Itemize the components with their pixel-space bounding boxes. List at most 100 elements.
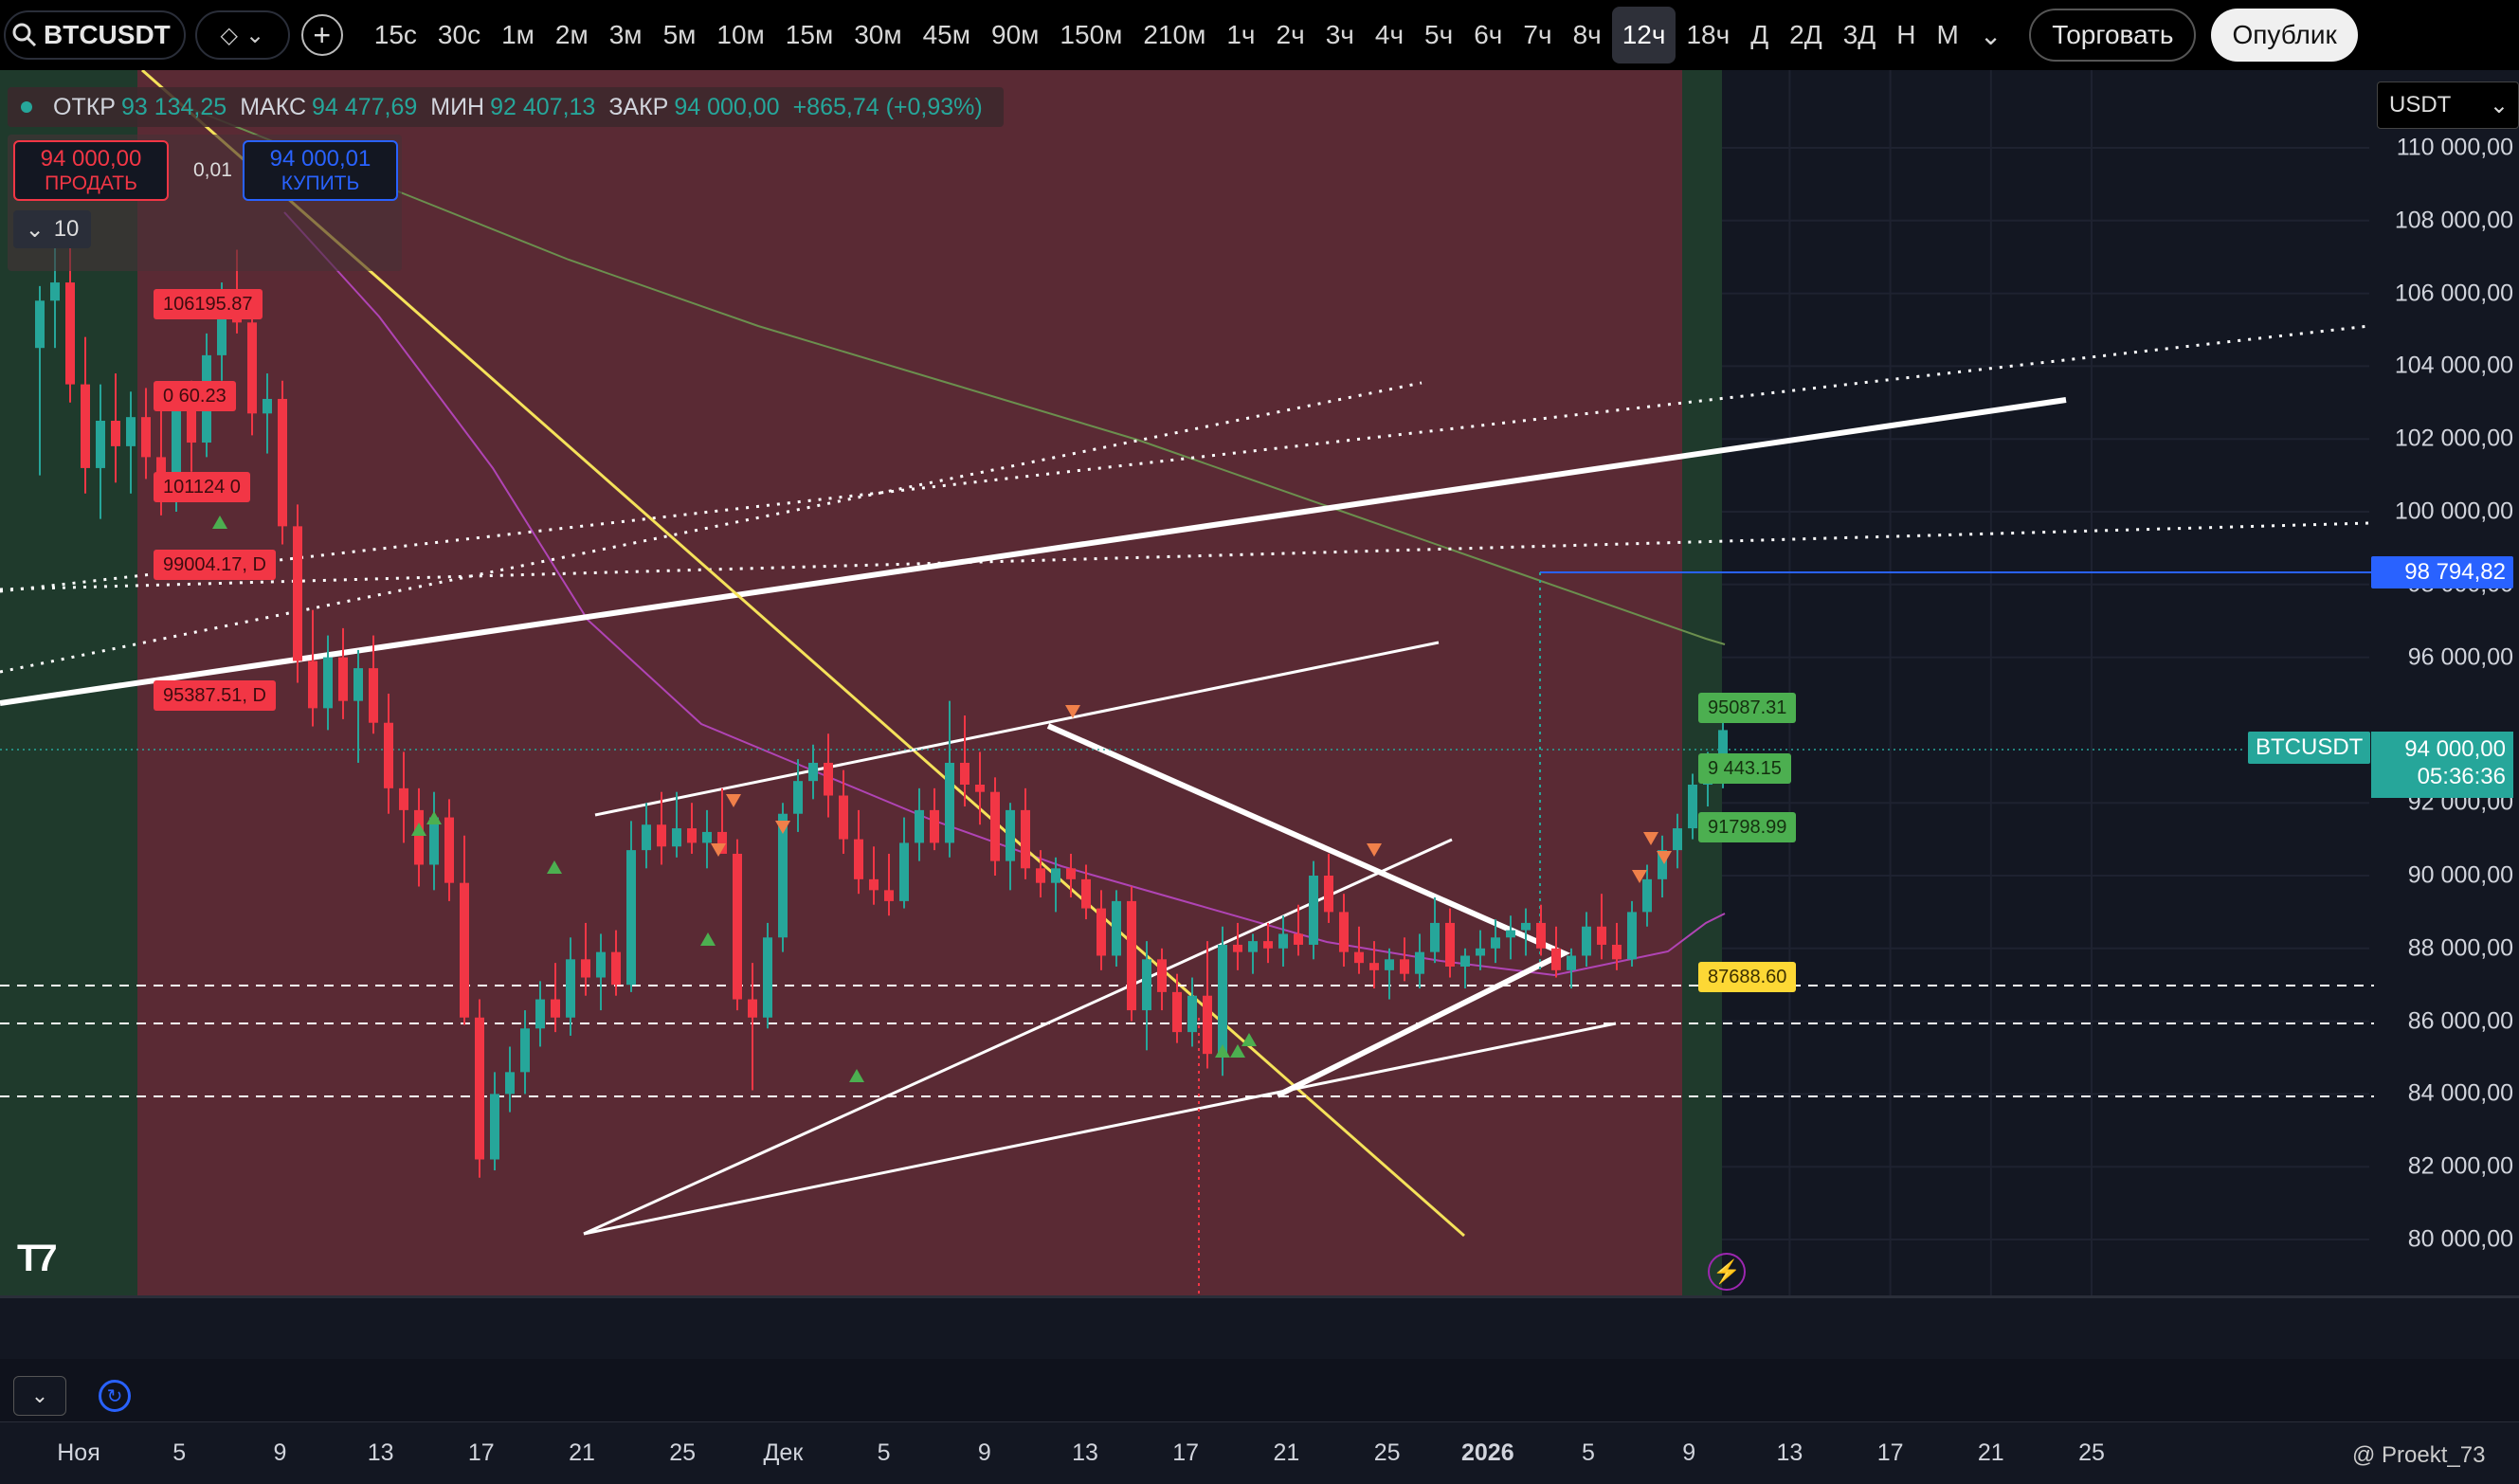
diamond-icon: ◇ [220, 22, 238, 48]
interval-18ч[interactable]: 18ч [1686, 20, 1731, 49]
replay-icon[interactable]: ↻ [99, 1380, 131, 1412]
candle-body [566, 959, 575, 1018]
interval-1ч[interactable]: 1ч [1226, 20, 1256, 49]
level-label-yellow[interactable]: 87688.60 [1698, 962, 1797, 992]
level-label-red[interactable]: 101124 0 [154, 472, 250, 502]
candle-body [1536, 922, 1546, 949]
candle-body [1430, 922, 1440, 952]
interval-90м[interactable]: 90м [991, 20, 1040, 49]
candle-body [1036, 868, 1045, 883]
interval-2м[interactable]: 2м [554, 20, 589, 49]
high-value: 94 477,69 [312, 93, 418, 120]
level-label-red[interactable]: 106195.87 [154, 289, 263, 319]
candle-body [1127, 900, 1136, 1011]
candle-body [308, 661, 317, 709]
trade-button[interactable]: Торговать [2029, 9, 2197, 62]
interval-3ч[interactable]: 3ч [1325, 20, 1354, 49]
interval-5м[interactable]: 5м [662, 20, 697, 49]
candle-body [429, 817, 439, 865]
candle-body [975, 785, 985, 792]
price-tick: 108 000,00 [2394, 207, 2513, 234]
sell-button[interactable]: 94 000,00 ПРОДАТЬ [13, 140, 169, 201]
candle-body [535, 999, 545, 1029]
interval-5ч[interactable]: 5ч [1424, 20, 1454, 49]
collapse-panel-button[interactable]: ⌄ [13, 1376, 66, 1416]
candle-body [475, 1017, 484, 1160]
interval-10м[interactable]: 10м [716, 20, 765, 49]
signal-buy-marker [849, 1069, 864, 1082]
candle-body [642, 824, 651, 851]
level-label-red[interactable]: 0 60.23 [154, 381, 236, 411]
candle-body [1172, 991, 1182, 1033]
candle-body [1021, 809, 1030, 869]
time-tick: 2026 [1460, 1439, 1514, 1466]
buy-button[interactable]: 94 000,01 КУПИТЬ [243, 140, 398, 201]
currency-select[interactable]: USDT ⌄ [2377, 81, 2519, 129]
candle-body [1385, 959, 1394, 970]
price-tick: 100 000,00 [2394, 498, 2513, 525]
candle-body [1354, 951, 1364, 964]
candle-body [1642, 878, 1652, 913]
symbol-search[interactable]: BTCUSDT [4, 10, 186, 60]
search-icon [12, 23, 37, 47]
interval-Д[interactable]: Д [1750, 20, 1769, 49]
price-tick: 104 000,00 [2394, 352, 2513, 379]
alert-price-tag[interactable]: 98 794,82 [2371, 556, 2513, 588]
interval-30с[interactable]: 30с [437, 20, 481, 49]
interval-dropdown-icon[interactable]: ⌄ [1979, 20, 2003, 50]
candle-body [808, 762, 818, 782]
candle-body [1096, 908, 1106, 956]
candle-body [1718, 730, 1728, 763]
interval-3Д[interactable]: 3Д [1842, 20, 1876, 49]
interval-2Д[interactable]: 2Д [1789, 20, 1822, 49]
open-label: ОТКР [53, 93, 116, 120]
level-label-green[interactable]: 91798.99 [1698, 812, 1797, 842]
level-label-red[interactable]: 99004.17, D [154, 550, 276, 580]
candle-body [217, 304, 227, 355]
interval-4ч[interactable]: 4ч [1374, 20, 1404, 49]
low-label: МИН [430, 93, 485, 120]
interval-30м[interactable]: 30м [854, 20, 902, 49]
interval-15с[interactable]: 15с [373, 20, 417, 49]
level-label-red[interactable]: 95387.51, D [154, 680, 276, 711]
interval-15м[interactable]: 15м [785, 20, 834, 49]
level-label-green[interactable]: 9 443.15 [1698, 753, 1791, 784]
candle-countdown: 05:36:36 [2417, 764, 2506, 789]
candle-body [884, 890, 894, 901]
candle-body [657, 824, 666, 847]
price-tick: 82 000,00 [2407, 1152, 2513, 1180]
time-axis[interactable]: Ноя 5 9 13 17 21 25 Дек 5 9 13 17 21 25 2026 5 9 13 17 21 25 [0, 1421, 2519, 1484]
lightning-icon[interactable]: ⚡ [1708, 1253, 1746, 1291]
interval-210м[interactable]: 210м [1143, 20, 1206, 49]
plus-icon: + [313, 17, 332, 52]
level-label-green[interactable]: 95087.31 [1698, 693, 1797, 723]
interval-150м[interactable]: 150м [1060, 20, 1123, 49]
time-tick: 9 [273, 1439, 287, 1466]
candle-body [1445, 922, 1455, 967]
candle-body [1203, 995, 1212, 1055]
price-chart[interactable] [0, 70, 2519, 1296]
signal-sell-marker [726, 794, 741, 807]
interval-Н[interactable]: Н [1896, 20, 1916, 49]
add-symbol-button[interactable]: + [300, 14, 343, 56]
chart-pane[interactable]: ОТКР 93 134,25 МАКС 94 477,69 МИН 92 407… [0, 70, 2519, 1296]
indicators-button[interactable]: ◇ ⌄ [194, 10, 290, 60]
interval-3м[interactable]: 3м [608, 20, 643, 49]
interval-1м[interactable]: 1м [501, 20, 535, 49]
interval-2ч[interactable]: 2ч [1276, 20, 1305, 49]
interval-12ч[interactable]: 12ч [1611, 7, 1676, 63]
symbol-tag: BTCUSDT [2248, 732, 2371, 764]
quantity-selector[interactable]: ⌄ 10 [13, 210, 91, 248]
interval-6ч[interactable]: 6ч [1474, 20, 1503, 49]
interval-7ч[interactable]: 7ч [1523, 20, 1552, 49]
candle-body [96, 421, 105, 468]
interval-45м[interactable]: 45м [922, 20, 971, 49]
tradingview-logo[interactable]: T7 [17, 1238, 58, 1279]
publish-button[interactable]: Опублик [2211, 9, 2358, 62]
candle-body [1369, 963, 1379, 970]
candle-body [1551, 948, 1561, 970]
interval-М[interactable]: М [1936, 20, 1959, 49]
candle-body [263, 398, 272, 414]
interval-8ч[interactable]: 8ч [1572, 20, 1602, 49]
currency-value: USDT [2389, 92, 2452, 118]
